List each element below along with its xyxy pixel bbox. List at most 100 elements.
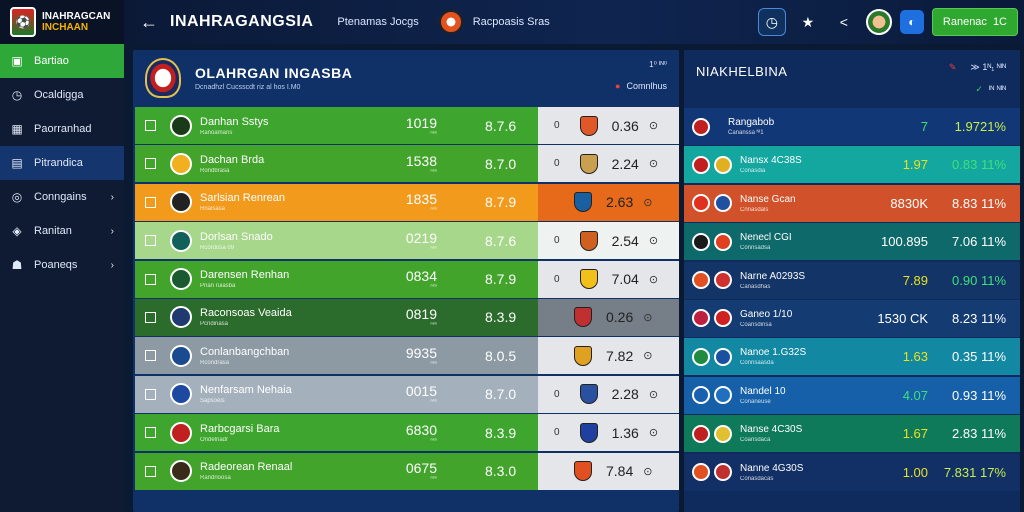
list-item[interactable]: Nanse Gcan Cnnasdals 8830K 8.83 11%	[684, 184, 1020, 222]
primary-action-button[interactable]: Ranenac 1C	[931, 8, 1018, 36]
club-crest-icon	[714, 386, 732, 405]
settings-icon[interactable]: ⊙	[643, 196, 653, 209]
settings-icon[interactable]: ⊙	[648, 158, 659, 171]
odds-cell[interactable]: 0.26 ⊙	[538, 298, 679, 336]
ranking-percent: 2.83 11%	[952, 426, 1006, 442]
team-stat-sub: ⁿᵉⁿ	[430, 284, 437, 291]
odds-cell[interactable]: 0 2.28 ⊙	[538, 375, 679, 413]
table-row[interactable]: Rarbcgarsi Bara Ondelnadr 6830 ⁿᵉⁿ 8.3.9 0…	[135, 414, 679, 452]
table-row[interactable]: Conlanbangchban Rcondrasa 9935 ⁿᵉⁿ 8.0.5 7…	[135, 337, 679, 375]
rankings-controls[interactable]: ✎ ≫ 1ᴺ₁ ᴺᴵᴺ	[949, 62, 1006, 73]
odds-value: 1.36	[611, 424, 639, 441]
rankings-panel: NIAKHELBINA ✎ ≫ 1ᴺ₁ ᴺᴵᴺ ✓ ᴵᴺ ᴺᴵᴺ Rangabob C…	[684, 50, 1020, 512]
club-crest-icon	[714, 232, 732, 251]
list-item[interactable]: Nanoe 1.G32S Connsaasda 1.63 0.35 11%	[684, 338, 1020, 376]
team-meta: Randnoosa	[200, 475, 231, 482]
settings-icon[interactable]: ⊙	[648, 427, 659, 440]
odds-value: 2.54	[611, 232, 639, 249]
back-arrow-icon[interactable]: ←	[140, 11, 158, 32]
table-row[interactable]: Darensen Renhan Pnan ruiasba 0834 ⁿᵉⁿ 8.7.…	[135, 260, 679, 298]
table-row[interactable]: Nenfarsam Nehaia Sapsoeis 0015 ⁿᵉⁿ 8.7.0 0…	[135, 375, 679, 413]
sidebar-item-0[interactable]: ▣ Bartiao	[0, 44, 124, 78]
rankings-controls-2[interactable]: ✓ ᴵᴺ ᴺᴵᴺ	[975, 84, 1006, 95]
odds-cell[interactable]: 2.63 ⊙	[538, 183, 679, 221]
settings-icon[interactable]: ⊙	[643, 350, 653, 363]
team-logo-icon	[170, 421, 192, 444]
list-item[interactable]: Nanne 4G30S Conasdacas 1.00 7.831 17%	[684, 453, 1020, 491]
row-checkbox[interactable]	[145, 350, 156, 362]
standings-link-label: Comnlhus	[626, 81, 667, 91]
table-row[interactable]: Radeorean Renaal Randnoosa 0675 ⁿᵉⁿ 8.3.0 …	[135, 452, 679, 490]
list-item[interactable]: Ganeo 1/10 Coansdinsa 1530 CK 8.23 11%	[684, 299, 1020, 337]
list-item[interactable]: Rangabob Cananssa ᴺᴵ1 7 1.9721%	[684, 108, 1020, 145]
row-checkbox[interactable]	[145, 427, 156, 439]
odds-cell[interactable]: 0 1.36 ⊙	[538, 414, 679, 452]
team-name: Dachan Brda	[200, 153, 265, 166]
list-item[interactable]: Narne A0293S Canasdhas 7.89 0.90 11%	[684, 261, 1020, 299]
star-icon[interactable]: ★	[801, 13, 815, 30]
settings-icon[interactable]: ⊙	[648, 388, 659, 401]
sidebar-item-1[interactable]: ◷ Ocaldigga	[0, 78, 124, 112]
odds-value: 0.26	[606, 309, 634, 326]
row-checkbox[interactable]	[145, 311, 156, 323]
row-checkbox[interactable]	[145, 235, 156, 247]
row-checkbox[interactable]	[145, 465, 156, 477]
odds-cell[interactable]: 7.84 ⊙	[538, 452, 679, 490]
row-checkbox[interactable]	[145, 158, 156, 170]
settings-icon[interactable]: ⊙	[648, 120, 659, 132]
header-link-2[interactable]: Racpoasis Sras	[472, 16, 550, 28]
ranking-percent: 8.83 11%	[952, 195, 1006, 211]
table-row[interactable]: Dachan Brda Rondbrasa 1538 ⁿᵉⁿ 8.7.0 0 2.24…	[135, 145, 679, 183]
list-item[interactable]: Nanse 4C30S Coansdaca 1.67 2.83 11%	[684, 415, 1020, 453]
sidebar-item-6[interactable]: ☗ Poaneqs ›	[0, 248, 124, 282]
settings-icon[interactable]: ⊙	[648, 273, 659, 286]
odds-value: 7.04	[611, 271, 639, 288]
standings-title: OLAHRGAN INGASBA	[195, 65, 353, 81]
brand[interactable]: ⚽ INAHRAGCAN INCHAAN	[0, 0, 124, 44]
toolbar-right: ◷ ★ < ◐ Ranenac 1C	[757, 8, 1024, 36]
settings-icon[interactable]: ⊙	[648, 235, 659, 248]
sidebar-item-5[interactable]: ◈ Ranitan ›	[0, 214, 124, 248]
team-stat: 6830	[405, 421, 437, 438]
ranking-value: 100.895	[881, 234, 928, 250]
header-link-1[interactable]: Ptenamas Jocgs	[337, 16, 419, 28]
row-checkbox[interactable]	[145, 196, 156, 208]
row-checkbox[interactable]	[145, 120, 156, 131]
settings-icon[interactable]: ⊙	[643, 311, 653, 324]
row-checkbox[interactable]	[145, 273, 156, 285]
odds-cell[interactable]: 0 2.24 ⊙	[538, 145, 679, 183]
clock-icon[interactable]: ◷	[757, 8, 786, 36]
sidebar-item-label: Conngains	[34, 191, 87, 203]
team-logo-icon	[170, 383, 192, 406]
odds-value: 7.82	[606, 347, 634, 364]
odds-cell[interactable]: 0 0.36 ⊙	[538, 107, 679, 144]
odds-index: 0	[554, 273, 560, 285]
list-item[interactable]: Nandel 10 Conaneuse 4.07 0.93 11%	[684, 376, 1020, 414]
ranking-name: Nanne 4G30S	[740, 462, 804, 474]
list-item[interactable]: Nenecl CGI Connsadsa 100.895 7.06 11%	[684, 223, 1020, 261]
ranking-value: 4.07	[902, 387, 928, 403]
table-row[interactable]: Dorlsan Snado Rcordosa 09 0219 ⁿᵉⁿ 8.7.6 0…	[135, 222, 679, 260]
pin-icon: ●	[615, 81, 621, 91]
table-row[interactable]: Danhan Sstys Ranoamans 1019 ⁿᵉⁿ 8.7.6 0 0.3…	[135, 107, 679, 144]
share-icon[interactable]: <	[839, 14, 848, 30]
ranking-meta: Connsaasda	[740, 360, 774, 367]
odds-cell[interactable]: 0 7.04 ⊙	[538, 260, 679, 298]
settings-icon[interactable]: ⊙	[643, 465, 653, 478]
row-checkbox[interactable]	[145, 388, 156, 400]
avatar[interactable]	[865, 9, 892, 35]
toggle-icon[interactable]: ◐	[899, 10, 924, 34]
sidebar-item-3[interactable]: ▤ Pitrandica	[0, 146, 124, 180]
team-meta: Sapsoeis	[200, 398, 225, 405]
sidebar-item-label: Poaneqs	[34, 259, 78, 271]
list-item[interactable]: Nansx 4C38S Conasdia 1.97 0.83 11%	[684, 146, 1020, 184]
sidebar-item-2[interactable]: ▦ Paorranhad	[0, 112, 124, 146]
sidebar-item-4[interactable]: ◎ Conngains ›	[0, 180, 124, 214]
ranking-value: 8830K	[890, 195, 928, 211]
table-row[interactable]: Sarlsian Renrean Rnalsasa 1835 ⁿᵉⁿ 8.7.9 2…	[135, 183, 679, 221]
odds-cell[interactable]: 0 2.54 ⊙	[538, 222, 679, 260]
odds-cell[interactable]: 7.82 ⊙	[538, 337, 679, 375]
table-row[interactable]: Raconsoas Veaida Pcndinasa 0819 ⁿᵉⁿ 8.3.9 …	[135, 298, 679, 336]
standings-link[interactable]: ● Comnlhus	[615, 81, 667, 91]
